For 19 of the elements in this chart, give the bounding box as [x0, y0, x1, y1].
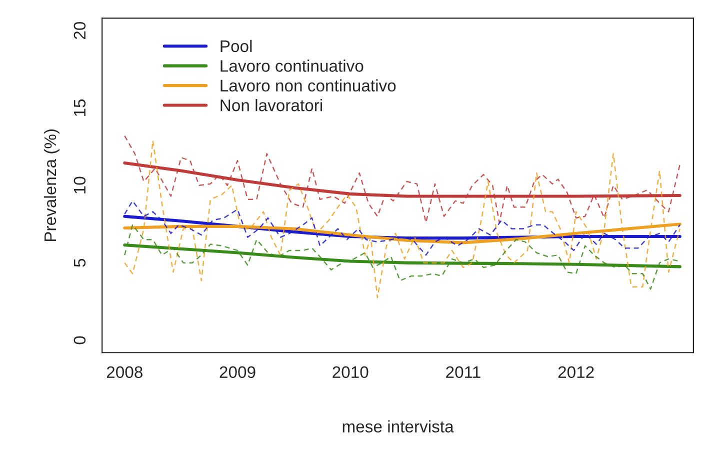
line-series: [124, 135, 681, 224]
y-tick-label: 5: [74, 258, 86, 267]
x-tick-label: 2012: [558, 366, 594, 378]
line-series: [124, 140, 681, 298]
legend-label: Lavoro non continuativo: [220, 79, 396, 92]
x-tick-label: 2009: [220, 366, 256, 378]
y-tick-label: 10: [74, 176, 86, 194]
x-tick-label: 2011: [446, 366, 480, 378]
y-tick-label: 0: [74, 336, 86, 344]
x-tick-label: 2010: [332, 366, 368, 378]
y-tick-label: 15: [74, 99, 86, 116]
line-series: [124, 224, 681, 290]
legend-label: Pool: [220, 40, 252, 52]
y-tick-label: 20: [74, 22, 86, 40]
x-tick-label: 2008: [106, 366, 142, 378]
x-axis-title: mese intervista: [342, 420, 454, 432]
legend-label: Non lavoratori: [220, 99, 322, 112]
legend-label: Lavoro continuativo: [220, 60, 364, 72]
y-axis-title: Prevalenza (%): [44, 129, 60, 242]
